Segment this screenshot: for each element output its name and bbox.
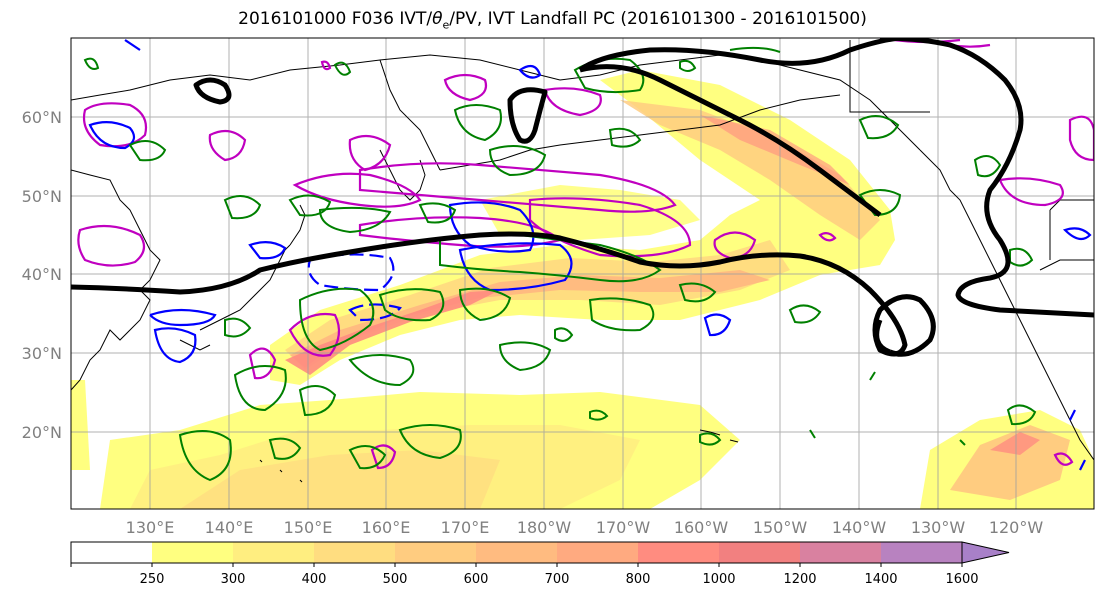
colorbar-tick-label: 800 xyxy=(626,572,651,587)
map-area xyxy=(71,38,1094,509)
colorbar-ticks: 250 300 400 500 600 700 800 1000 1200 1400 1600 xyxy=(70,563,979,587)
map-title: 2016101000 F036 IVT/θe/PV, IVT Landfall … xyxy=(238,9,867,32)
pv-blue-contours xyxy=(88,39,1092,471)
colorbar-tick-label: 1000 xyxy=(702,572,735,587)
colorbar-segment xyxy=(233,542,314,563)
lon-label: 140°W xyxy=(832,518,887,537)
lon-label: 170°E xyxy=(441,518,490,537)
lon-label: 160°E xyxy=(362,518,411,537)
colorbar-tick-label: 250 xyxy=(140,572,165,587)
map-frame xyxy=(70,37,1095,510)
lon-label: 120°W xyxy=(989,518,1044,537)
colorbar-segment xyxy=(314,542,395,563)
colorbar-tick-label: 300 xyxy=(221,572,246,587)
colorbar-extend-arrow xyxy=(961,541,1010,564)
lon-label: 170°W xyxy=(596,518,651,537)
lon-label: 150°E xyxy=(284,518,333,537)
lon-label: 130°W xyxy=(911,518,966,537)
colorbar-tick-label: 700 xyxy=(545,572,570,587)
colorbar-tick-label: 1400 xyxy=(864,572,897,587)
lon-label: 130°E xyxy=(126,518,175,537)
lat-label: 30°N xyxy=(22,344,62,363)
lat-label: 60°N xyxy=(22,108,62,127)
colorbar-outline xyxy=(70,541,962,564)
pv-magenta-contours xyxy=(77,38,1094,470)
colorbar-segment xyxy=(800,542,881,563)
colorbar-segment xyxy=(557,542,638,563)
lat-label: 40°N xyxy=(22,265,62,284)
ivt-pc-black-contour xyxy=(71,38,1094,357)
colorbar-segment xyxy=(395,542,476,563)
colorbar-tick-label: 600 xyxy=(464,572,489,587)
colorbar-tick-label: 500 xyxy=(383,572,408,587)
longitude-labels: 130°E 140°E 150°E 160°E 170°E 180°W 170°… xyxy=(126,518,1044,537)
lon-label: 150°W xyxy=(753,518,808,537)
colorbar-segment xyxy=(152,542,233,563)
colorbar-segment xyxy=(476,542,557,563)
colorbar-tick-label: 1200 xyxy=(783,572,816,587)
colorbar xyxy=(70,541,1010,564)
lon-label: 140°E xyxy=(205,518,254,537)
colorbar-tick-label: 400 xyxy=(302,572,327,587)
lon-label: 180°W xyxy=(517,518,572,537)
colorbar-tick-label: 1600 xyxy=(945,572,978,587)
lon-label: 160°W xyxy=(674,518,729,537)
colorbar-segment xyxy=(881,542,962,563)
latitude-labels: 60°N 50°N 40°N 30°N 20°N xyxy=(22,108,62,442)
colorbar-segment xyxy=(719,542,800,563)
lat-label: 50°N xyxy=(22,187,62,206)
colorbar-segment xyxy=(638,542,719,563)
lat-label: 20°N xyxy=(22,423,62,442)
colorbar-segment xyxy=(71,542,152,563)
